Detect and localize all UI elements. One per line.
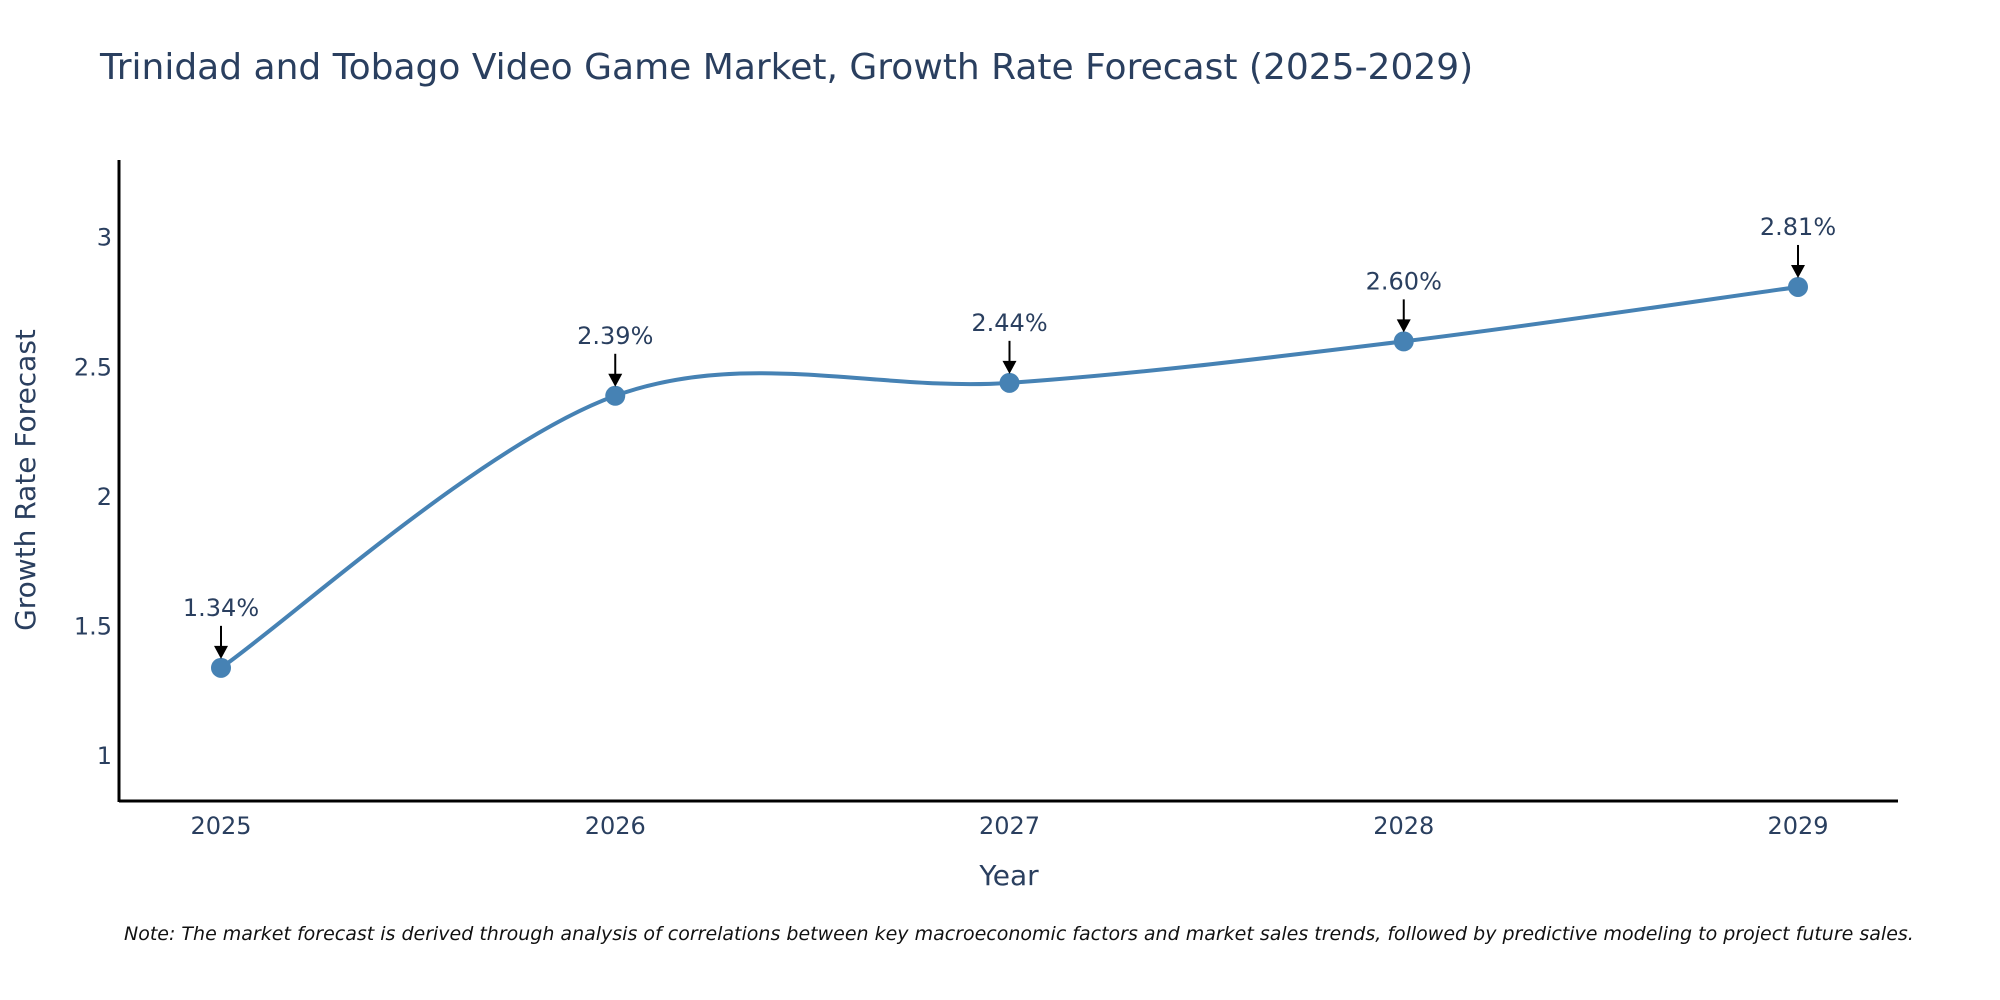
annotation-arrow-head (1002, 360, 1017, 374)
y-tick-label: 1 (97, 742, 112, 770)
y-tick-label: 3 (97, 224, 112, 252)
data-label: 2.39% (577, 322, 653, 350)
annotation-arrow-head (1396, 319, 1411, 333)
data-markers (211, 276, 1808, 678)
footnote: Note: The market forecast is derived thr… (124, 923, 1914, 945)
data-labels: 1.34% 2.39% 2.44% 2.60% 2.81% (183, 213, 1836, 659)
x-tick-label: 2027 (979, 812, 1040, 840)
y-axis-ticks: 1 1.5 2 2.5 3 (74, 224, 112, 770)
x-tick-label: 2028 (1373, 812, 1434, 840)
data-point (211, 657, 231, 678)
data-point (605, 385, 626, 406)
x-tick-label: 2026 (585, 812, 646, 840)
x-tick-label: 2029 (1767, 812, 1828, 840)
y-tick-label: 2.5 (74, 353, 112, 381)
x-axis-title: Year (978, 859, 1039, 892)
data-point (999, 372, 1020, 393)
data-label: 2.60% (1366, 267, 1442, 295)
series-line (219, 284, 1799, 670)
y-tick-label: 2 (97, 483, 112, 511)
data-label: 2.44% (971, 309, 1047, 337)
x-tick-label: 2025 (190, 812, 251, 840)
annotation-arrow-head (1791, 264, 1805, 278)
data-label: 1.34% (183, 594, 259, 622)
x-axis-ticks: 2025 2026 2027 2028 2029 (190, 812, 1828, 840)
annotation-arrow-head (214, 645, 228, 659)
data-label: 2.81% (1760, 213, 1836, 241)
y-axis-title: Growth Rate Forecast (9, 329, 42, 631)
y-tick-label: 1.5 (74, 612, 112, 640)
data-point (1788, 276, 1808, 297)
data-point (1393, 331, 1414, 352)
annotation-arrow-head (608, 373, 623, 387)
chart-title: Trinidad and Tobago Video Game Market, G… (99, 47, 1473, 88)
